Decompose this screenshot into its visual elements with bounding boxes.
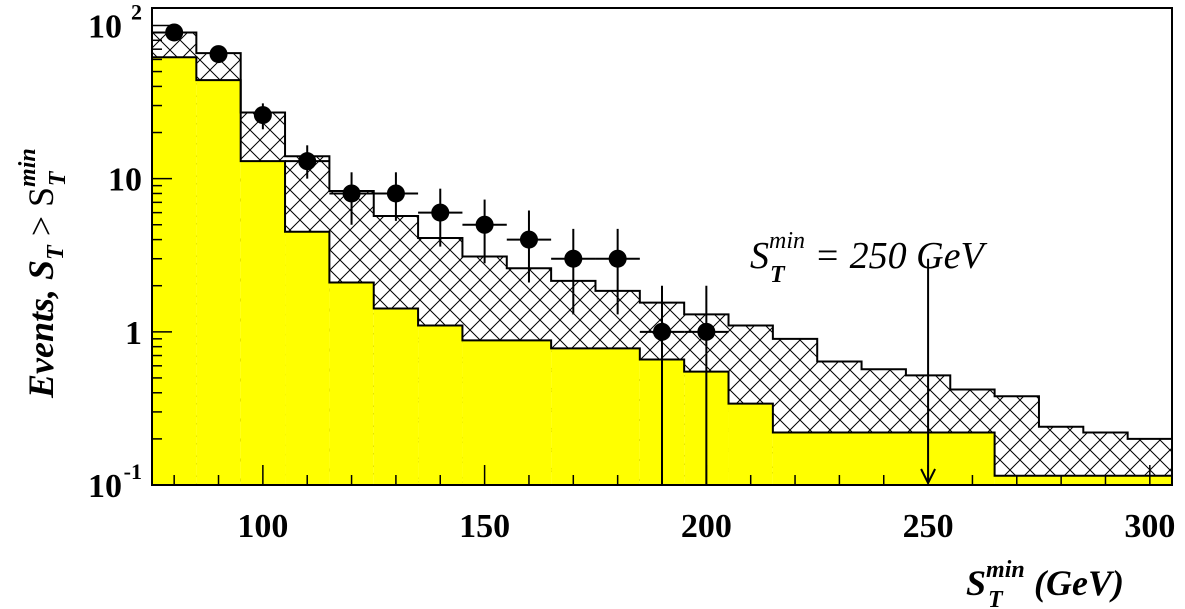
data-marker bbox=[342, 184, 361, 203]
total-background-outline bbox=[151, 31, 1173, 486]
data-marker bbox=[431, 203, 450, 222]
data-marker bbox=[386, 184, 405, 203]
yellow-bin bbox=[728, 403, 773, 485]
data-marker bbox=[165, 23, 184, 42]
data-point bbox=[165, 23, 184, 42]
data-marker bbox=[697, 322, 716, 341]
data-marker bbox=[298, 152, 317, 171]
data-point bbox=[506, 210, 552, 283]
y-tick-label: 10 bbox=[88, 8, 122, 45]
data-marker bbox=[519, 230, 538, 249]
data-point bbox=[551, 228, 596, 315]
x-tick-label: 250 bbox=[903, 508, 954, 545]
y-axis-title: Events, ST > Smin T bbox=[15, 148, 71, 399]
data-marker bbox=[475, 215, 494, 234]
yellow-bin bbox=[462, 340, 552, 485]
x-axis-title: Smin T (GeV) bbox=[966, 557, 1124, 609]
data-point bbox=[209, 45, 228, 64]
yellow-background-area bbox=[151, 56, 1173, 486]
yellow-bin bbox=[196, 80, 241, 486]
yellow-bin bbox=[373, 308, 419, 485]
y-tick-exponent: -1 bbox=[124, 459, 142, 484]
y-tick-label: 10 bbox=[108, 162, 142, 199]
yellow-bin bbox=[329, 282, 374, 485]
yellow-bin bbox=[418, 325, 463, 485]
data-point bbox=[639, 285, 685, 485]
data-marker bbox=[253, 106, 272, 125]
yellow-bin bbox=[240, 161, 286, 485]
data-point bbox=[329, 172, 374, 225]
data-marker bbox=[608, 249, 627, 268]
x-tick-label: 200 bbox=[681, 508, 732, 545]
yellow-bin bbox=[551, 348, 640, 485]
annotation: Smin T = 250 GeV bbox=[750, 228, 987, 486]
data-point bbox=[418, 188, 463, 247]
data-point bbox=[253, 103, 272, 130]
data-point bbox=[285, 145, 330, 179]
data-point bbox=[373, 172, 419, 221]
data-marker bbox=[209, 45, 228, 64]
yellow-bin bbox=[152, 57, 197, 485]
x-tick-label: 300 bbox=[1124, 508, 1175, 545]
yellow-outline bbox=[151, 56, 1173, 486]
y-tick-exponent: 2 bbox=[131, 0, 142, 24]
yellow-bin bbox=[285, 231, 330, 485]
x-tick-label: 150 bbox=[459, 508, 510, 545]
y-tick-label: 1 bbox=[125, 315, 142, 352]
data-point bbox=[684, 285, 729, 485]
data-point bbox=[462, 199, 507, 264]
data-marker bbox=[564, 249, 583, 268]
total-outline bbox=[151, 31, 1173, 486]
y-tick-label: 10 bbox=[88, 468, 122, 505]
data-point bbox=[595, 228, 640, 315]
annotation-label: Smin T = 250 GeV bbox=[750, 228, 987, 288]
yellow-bin bbox=[994, 475, 1172, 485]
x-tick-label: 100 bbox=[237, 508, 288, 545]
data-marker bbox=[653, 322, 671, 341]
data-points bbox=[165, 23, 729, 485]
